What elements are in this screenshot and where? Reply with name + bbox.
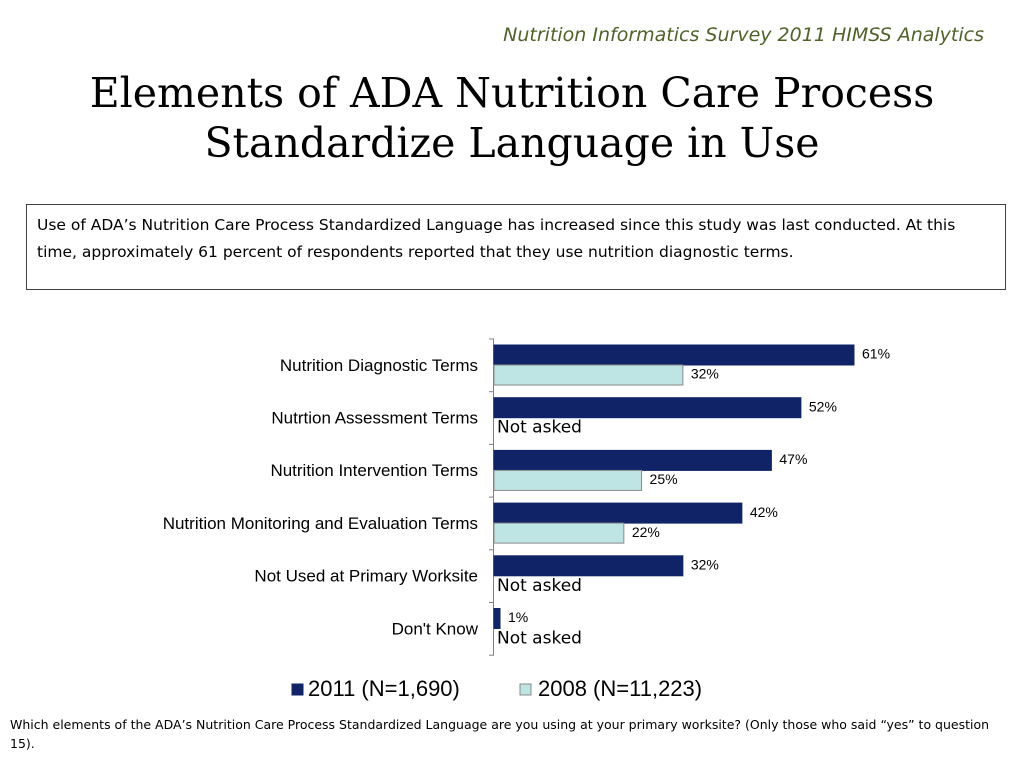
not-asked-label: Not asked bbox=[497, 576, 582, 596]
category-label: Not Used at Primary Worksite bbox=[254, 567, 478, 586]
question-footnote: Which elements of the ADA’s Nutrition Ca… bbox=[10, 717, 990, 751]
category-label: Nutrition Intervention Terms bbox=[270, 461, 478, 480]
category-label: Nutrtion Assessment Terms bbox=[271, 409, 478, 428]
bar bbox=[493, 502, 743, 524]
legend-entry: 2011 (N=1,690) bbox=[308, 676, 460, 701]
legend-swatch bbox=[291, 683, 304, 696]
not-asked-label: Not asked bbox=[497, 629, 582, 649]
data-label: 47% bbox=[779, 451, 807, 467]
title-line-2: Standardize Language in Use bbox=[204, 119, 820, 167]
bar bbox=[493, 397, 802, 419]
data-label: 52% bbox=[809, 398, 837, 414]
bar bbox=[493, 449, 772, 471]
legend-swatch bbox=[519, 683, 532, 696]
title-line-1: Elements of ADA Nutrition Care Process bbox=[89, 69, 935, 117]
summary-callout: Use of ADA’s Nutrition Care Process Stan… bbox=[26, 204, 1006, 290]
bar bbox=[493, 522, 625, 544]
data-label: 32% bbox=[691, 557, 719, 573]
data-label: 1% bbox=[508, 609, 528, 625]
data-label: 61% bbox=[862, 346, 890, 362]
bar bbox=[493, 608, 501, 629]
bar bbox=[493, 469, 643, 491]
slide-title: Elements of ADA Nutrition Care Process S… bbox=[0, 68, 1024, 168]
legend-entry: 2008 (N=11,223) bbox=[538, 676, 702, 701]
category-label: Don't Know bbox=[392, 619, 479, 638]
data-label: 32% bbox=[691, 366, 719, 382]
data-label: 22% bbox=[632, 524, 660, 540]
bar bbox=[493, 344, 855, 366]
category-label: Nutrition Diagnostic Terms bbox=[280, 356, 478, 375]
data-label: 25% bbox=[650, 471, 678, 487]
source-caption: Nutrition Informatics Survey 2011 HIMSS … bbox=[503, 24, 984, 46]
not-asked-label: Not asked bbox=[497, 418, 582, 438]
bar bbox=[493, 364, 684, 386]
category-label: Nutrition Monitoring and Evaluation Term… bbox=[163, 514, 478, 533]
bar bbox=[493, 555, 684, 577]
data-label: 42% bbox=[750, 504, 778, 520]
